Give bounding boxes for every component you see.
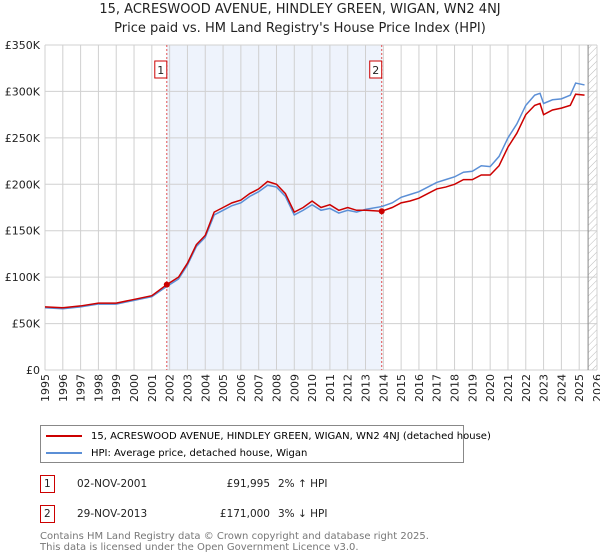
transaction-date: 29-NOV-2013	[77, 508, 148, 520]
x-tick-label: 2016	[413, 374, 426, 402]
transaction-date: 02-NOV-2001	[77, 478, 148, 490]
transaction-price: £91,995	[226, 478, 270, 490]
x-tick-label: 2021	[502, 374, 515, 402]
x-tick-label: 2022	[520, 374, 533, 402]
sale-badge-label: 2	[372, 64, 379, 77]
transaction-hpi: 3% ↓ HPI	[278, 508, 328, 520]
x-tick-label: 2018	[449, 374, 462, 402]
sale-point	[163, 281, 170, 288]
x-tick-label: 2006	[235, 374, 248, 402]
y-tick-label: £150K	[5, 225, 41, 238]
transaction-price: £171,000	[219, 508, 270, 520]
legend-swatch-red	[46, 435, 82, 437]
future-hatch	[588, 45, 597, 370]
x-tick-label: 2019	[466, 374, 479, 402]
y-tick-label: £350K	[5, 39, 41, 52]
x-tick-label: 1999	[110, 374, 123, 402]
x-tick-label: 2014	[377, 374, 390, 402]
x-tick-label: 2011	[324, 374, 337, 402]
footer: Contains HM Land Registry data © Crown c…	[40, 531, 429, 553]
x-tick-label: 2013	[360, 374, 373, 402]
chart-title: 15, ACRESWOOD AVENUE, HINDLEY GREEN, WIG…	[99, 2, 501, 17]
x-tick-label: 2012	[342, 374, 355, 402]
x-tick-label: 2002	[164, 374, 177, 402]
x-tick-label: 2010	[306, 374, 319, 402]
chart-subtitle: Price paid vs. HM Land Registry's House …	[114, 21, 486, 36]
x-tick-label: 1998	[92, 374, 105, 402]
x-tick-label: 2000	[128, 374, 141, 402]
chart-plot: 1995 1996 1997 1998 1999 2000 2001 2002 2003 2004…	[5, 39, 600, 402]
y-tick-label: £250K	[5, 132, 41, 145]
sale-badge	[154, 60, 168, 79]
x-tick-label: 2026	[591, 374, 600, 402]
x-tick-label: 1995	[39, 374, 52, 402]
x-tick-label: 2009	[288, 374, 301, 402]
x-tick-label: 2023	[538, 374, 551, 402]
legend: 15, ACRESWOOD AVENUE, HINDLEY GREEN, WIG…	[40, 425, 491, 463]
y-tick-label: £50K	[12, 318, 41, 331]
x-tick-label: 2025	[573, 374, 586, 402]
x-tick-label: 2005	[217, 374, 230, 402]
legend-label: HPI: Average price, detached house, Wiga…	[91, 447, 308, 459]
legend-label: 15, ACRESWOOD AVENUE, HINDLEY GREEN, WIG…	[91, 430, 491, 442]
transaction-badge: 2	[40, 505, 55, 523]
x-tick-label: 2017	[431, 374, 444, 402]
legend-item-hpi: HPI: Average price, detached house, Wiga…	[41, 445, 307, 461]
y-tick-label: £200K	[5, 178, 41, 191]
footer-line: This data is licensed under the Open Gov…	[40, 542, 359, 553]
sale-badge	[369, 60, 383, 79]
x-tick-label: 2003	[181, 374, 194, 402]
sale-badge-label: 1	[157, 64, 164, 77]
hpi-line	[44, 82, 585, 310]
footer-line: Contains HM Land Registry data © Crown c…	[40, 531, 429, 542]
x-tick-label: 2008	[270, 374, 283, 402]
x-tick-label: 1997	[75, 374, 88, 402]
y-tick-label: £100K	[5, 271, 41, 284]
transaction-hpi: 2% ↑ HPI	[278, 478, 328, 490]
y-tick-label: £0	[26, 364, 40, 377]
legend-item-property: 15, ACRESWOOD AVENUE, HINDLEY GREEN, WIG…	[41, 428, 491, 444]
property-price-line	[44, 93, 585, 309]
x-tick-label: 2004	[199, 374, 212, 402]
x-tick-label: 2024	[555, 374, 568, 402]
transaction-badge: 1	[40, 475, 55, 493]
y-tick-label: £300K	[5, 85, 41, 98]
x-tick-label: 2015	[395, 374, 408, 402]
legend-swatch-blue	[46, 452, 82, 454]
x-tick-label: 2020	[484, 374, 497, 402]
x-tick-label: 2001	[146, 374, 159, 402]
x-tick-label: 2007	[253, 374, 266, 402]
sale-point	[378, 208, 385, 215]
x-tick-label: 1996	[57, 374, 70, 402]
